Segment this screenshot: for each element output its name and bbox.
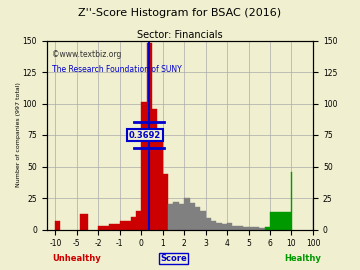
Text: Z''-Score Histogram for BSAC (2016): Z''-Score Histogram for BSAC (2016) [78,8,282,18]
Text: The Research Foundation of SUNY: The Research Foundation of SUNY [52,65,182,74]
Bar [147,43,152,230]
Text: Sector: Financials: Sector: Financials [137,30,223,40]
Bar [125,221,131,229]
Bar [163,174,168,230]
Bar [189,203,195,230]
Bar [222,224,227,229]
Bar [233,226,238,230]
Bar [243,227,248,230]
Bar [136,211,141,229]
Bar [211,221,216,229]
Bar [109,224,120,229]
Bar [195,207,200,229]
Bar [131,217,136,229]
Bar [227,223,233,230]
Bar [184,198,189,230]
Bar [313,199,314,230]
Text: Healthy: Healthy [284,254,321,263]
Text: Score: Score [160,254,187,263]
Bar [141,102,147,230]
Bar [254,227,259,230]
Bar [174,202,179,230]
Bar [248,227,254,230]
Bar [270,212,292,230]
Text: ©www.textbiz.org: ©www.textbiz.org [52,50,122,59]
Bar [265,227,270,230]
Bar [179,204,184,230]
Bar [55,221,60,229]
Y-axis label: Number of companies (997 total): Number of companies (997 total) [16,83,21,187]
Bar [216,223,222,230]
Bar [152,109,157,230]
Bar [206,218,211,230]
Bar [120,221,125,229]
Bar [80,214,87,230]
Text: Unhealthy: Unhealthy [53,254,101,263]
Bar [168,204,174,230]
Bar [259,228,265,230]
Text: 0.3692: 0.3692 [129,130,161,140]
Bar [238,226,243,230]
Bar [157,139,163,230]
Bar [200,211,206,229]
Bar [98,226,109,230]
